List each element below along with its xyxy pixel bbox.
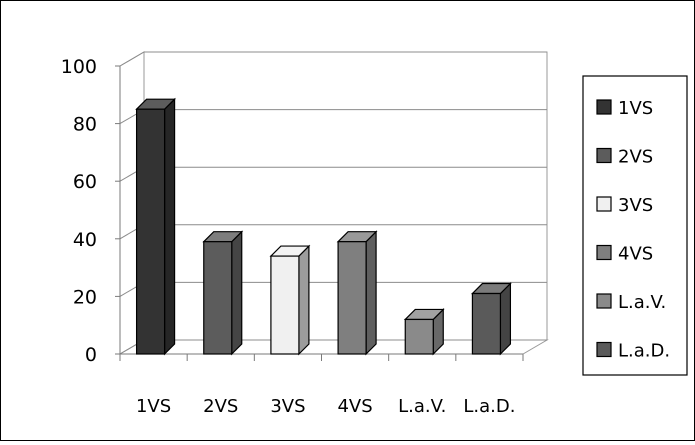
legend-label: 3VS: [618, 195, 653, 216]
x-tick-label: 4VS: [337, 396, 372, 417]
legend-swatch: [596, 293, 612, 309]
legend-swatch: [596, 147, 612, 164]
bar-4VS: [336, 230, 378, 356]
legend-swatch: [596, 99, 612, 115]
y-tick-label: 40: [73, 229, 97, 251]
bar-side: [163, 97, 176, 356]
axes: [115, 65, 524, 361]
bar-front: [404, 318, 434, 355]
x-tick-label: L.a.D.: [463, 396, 515, 417]
bar-front: [471, 292, 502, 355]
legend: 1VS 2VS 3VS 4VS L.a.V. L.a.D.: [582, 75, 688, 376]
gridline: [119, 51, 547, 67]
legend-swatch: [596, 196, 612, 212]
y-tick-label: 100: [61, 56, 97, 78]
x-tick-label: 2VS: [203, 396, 238, 417]
legend-label: L.a.D.: [618, 341, 670, 362]
bar-side: [499, 282, 512, 356]
bar-L.a.V.: [403, 307, 445, 356]
bar-front: [203, 241, 233, 355]
bar-front: [337, 241, 367, 355]
x-tick-label: L.a.V.: [398, 396, 446, 417]
legend-swatch: [596, 341, 612, 358]
y-tick-label: 60: [73, 171, 97, 193]
bar-3VS: [269, 244, 311, 356]
legend-label: 1VS: [618, 98, 653, 119]
bar-side: [365, 230, 377, 356]
legend-swatch: [596, 244, 612, 261]
bar-front: [135, 108, 166, 355]
x-axis-tick-labels: 1VS 2VS 3VS 4VS L.a.V. L.a.D.: [136, 396, 515, 417]
bar-1VS: [135, 97, 177, 356]
bar-2VS: [202, 230, 244, 356]
legend-label: 4VS: [618, 244, 653, 265]
x-tick-label: 1VS: [136, 396, 171, 417]
bar-side: [231, 230, 243, 356]
bar-side: [298, 244, 310, 356]
y-tick-label: 20: [73, 286, 97, 308]
y-tick-label: 80: [73, 114, 97, 136]
bar-front: [270, 255, 300, 355]
y-tick-label: 0: [85, 344, 97, 366]
legend-label: L.a.V.: [618, 292, 666, 313]
bar-L.a.D.: [470, 282, 512, 356]
legend-box: [582, 75, 688, 376]
x-tick-label: 3VS: [270, 396, 305, 417]
y-axis-tick-labels: 0 20 40 60 80 100: [61, 56, 97, 366]
legend-label: 2VS: [618, 147, 653, 168]
bars: [135, 97, 512, 356]
